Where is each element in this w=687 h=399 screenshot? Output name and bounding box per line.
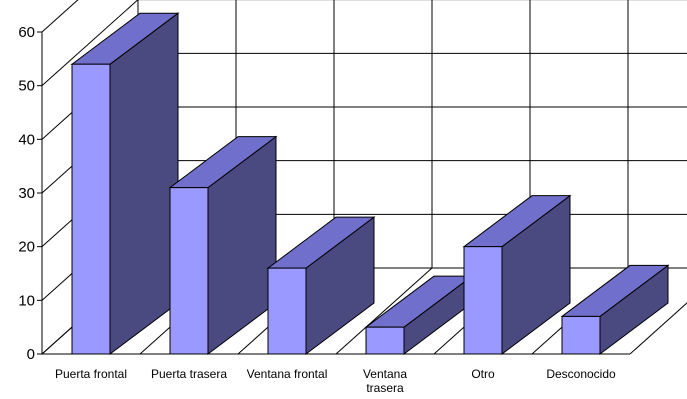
x-tick-label: Puerta trasera [151,367,227,381]
y-tick-label: 20 [18,239,35,256]
gridline-side [41,0,79,33]
bar-front [463,246,503,355]
bar-front [267,267,307,355]
bar [266,216,376,355]
bar-side [109,12,179,355]
x-tick-label-line: trasera [366,381,404,394]
floor-line [335,267,433,355]
bar-front [365,326,405,355]
gridline-side [41,0,139,87]
floor-line [629,302,687,355]
x-tick-label: Otro [471,367,495,381]
x-tick-label: Desconocido [546,367,616,381]
y-tick-label: 0 [27,346,35,363]
y-tick-label: 50 [18,78,35,95]
bar [560,264,670,355]
x-tick-label-line: Ventana [363,367,407,381]
y-tick-label: 30 [18,185,35,202]
bar-front [561,315,601,355]
y-tick-label: 10 [18,292,35,309]
x-axis-labels: Puerta frontal Puerta trasera Ventana fron… [55,367,616,395]
x-tick-label: Ventana trasera [363,367,407,394]
y-tick-label: 40 [18,131,35,148]
y-tick-label: 60 [18,24,35,41]
x-tick-label: Ventana frontal [247,367,328,381]
bar [70,12,180,355]
bar [462,194,572,355]
bar [168,135,278,355]
bar-front [169,187,209,355]
bar-front [71,63,111,355]
bars [70,12,670,355]
x-tick-label: Puerta frontal [55,367,127,381]
y-axis-ticks: 0 10 20 30 40 50 60 [18,24,42,363]
bar [364,275,474,355]
